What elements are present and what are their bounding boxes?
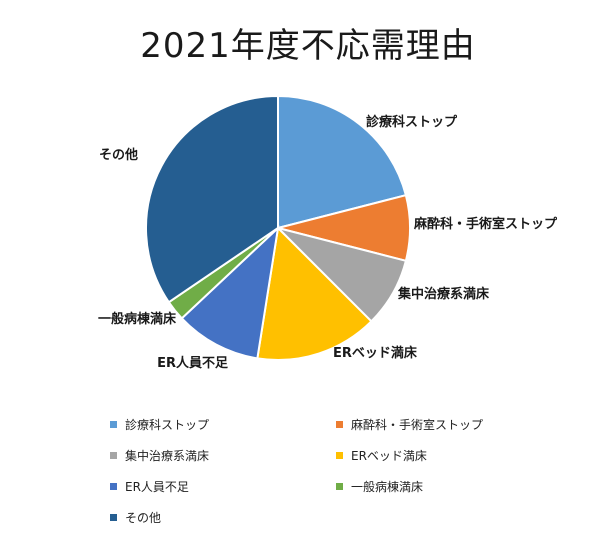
legend-label: その他 xyxy=(125,511,162,525)
legend-item: その他 xyxy=(110,509,161,526)
slice-label: 麻酔科・手術室ストップ xyxy=(413,216,558,232)
legend-item: 麻酔科・手術室ストップ xyxy=(336,416,483,433)
slice-label: 一般病棟満床 xyxy=(98,311,177,327)
legend-item: ER人員不足 xyxy=(110,478,189,495)
legend-label: ER人員不足 xyxy=(125,480,189,494)
legend-label: 一般病棟満床 xyxy=(351,480,424,494)
slice-label: 診療科ストップ xyxy=(366,114,458,130)
legend-swatch xyxy=(336,483,343,490)
legend-swatch xyxy=(336,421,343,428)
pie-slice xyxy=(180,225,280,360)
slice-label: ERベッド満床 xyxy=(333,345,418,361)
slice-label: その他 xyxy=(99,147,138,163)
legend-swatch xyxy=(110,452,117,459)
legend-swatch xyxy=(336,452,343,459)
legend-label: ERベッド満床 xyxy=(351,449,427,463)
pie-slice xyxy=(277,94,408,230)
slice-label: ER人員不足 xyxy=(157,355,229,371)
pie-slice xyxy=(145,94,279,304)
legend-item: 集中治療系満床 xyxy=(110,447,209,464)
legend-item: 診療科ストップ xyxy=(110,416,209,433)
legend-swatch xyxy=(110,421,117,428)
legend-swatch xyxy=(110,514,117,521)
legend-swatch xyxy=(110,483,117,490)
legend-label: 麻酔科・手術室ストップ xyxy=(351,418,484,432)
legend-item: ERベッド満床 xyxy=(336,447,427,464)
chart-title: 2021年度不応需理由 xyxy=(140,26,476,66)
legend-item: 一般病棟満床 xyxy=(336,478,423,495)
pie-slice xyxy=(256,225,373,361)
slice-label: 集中治療系満床 xyxy=(397,286,490,302)
legend-label: 診療科ストップ xyxy=(125,418,210,432)
legend-label: 集中治療系満床 xyxy=(125,449,210,463)
